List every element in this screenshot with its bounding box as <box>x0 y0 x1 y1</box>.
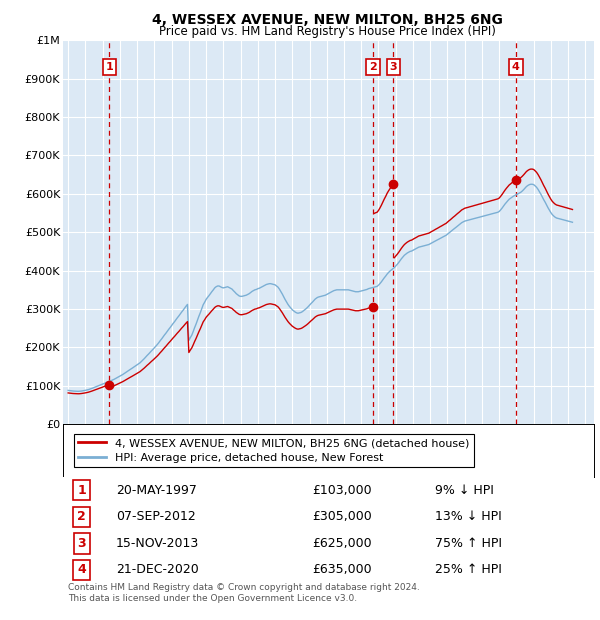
Text: 07-SEP-2012: 07-SEP-2012 <box>116 510 196 523</box>
Text: 4: 4 <box>77 564 86 577</box>
Text: 3: 3 <box>389 62 397 72</box>
Text: 13% ↓ HPI: 13% ↓ HPI <box>434 510 502 523</box>
Text: £103,000: £103,000 <box>313 484 372 497</box>
Text: £625,000: £625,000 <box>313 537 372 550</box>
Text: 21-DEC-2020: 21-DEC-2020 <box>116 564 199 577</box>
Text: £305,000: £305,000 <box>313 510 373 523</box>
Text: 15-NOV-2013: 15-NOV-2013 <box>116 537 199 550</box>
Legend: 4, WESSEX AVENUE, NEW MILTON, BH25 6NG (detached house), HPI: Average price, det: 4, WESSEX AVENUE, NEW MILTON, BH25 6NG (… <box>74 434 474 467</box>
Text: 75% ↑ HPI: 75% ↑ HPI <box>434 537 502 550</box>
Text: 2: 2 <box>369 62 377 72</box>
Text: 25% ↑ HPI: 25% ↑ HPI <box>434 564 502 577</box>
Text: 4, WESSEX AVENUE, NEW MILTON, BH25 6NG: 4, WESSEX AVENUE, NEW MILTON, BH25 6NG <box>152 13 502 27</box>
Text: Contains HM Land Registry data © Crown copyright and database right 2024.
This d: Contains HM Land Registry data © Crown c… <box>68 583 420 603</box>
Text: Price paid vs. HM Land Registry's House Price Index (HPI): Price paid vs. HM Land Registry's House … <box>158 25 496 37</box>
Text: 4: 4 <box>512 62 520 72</box>
Text: 3: 3 <box>77 537 86 550</box>
Text: 1: 1 <box>77 484 86 497</box>
Text: 9% ↓ HPI: 9% ↓ HPI <box>434 484 494 497</box>
Text: 1: 1 <box>106 62 113 72</box>
Text: 2: 2 <box>77 510 86 523</box>
Text: £635,000: £635,000 <box>313 564 372 577</box>
Text: 20-MAY-1997: 20-MAY-1997 <box>116 484 197 497</box>
